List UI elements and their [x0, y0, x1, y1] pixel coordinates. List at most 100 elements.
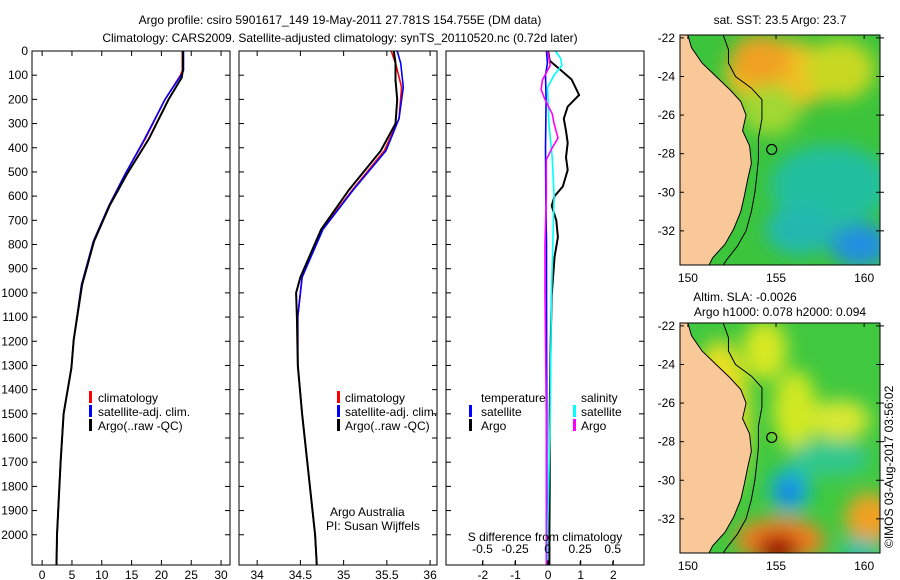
lat-tick-label: -32 [658, 224, 676, 238]
legend-swatch-argo [89, 419, 92, 431]
y-tick-label: 800 [8, 238, 28, 252]
x-tick-label: 20 [155, 568, 169, 580]
legend-swatch-s-satellite [573, 405, 576, 417]
profile-panels: 0100200300400500600700800900100011001200… [1, 44, 645, 580]
x-tick-label: 0 [545, 568, 552, 580]
y-tick-label: 1400 [1, 383, 28, 397]
legend-label-climatology: climatology [98, 391, 158, 405]
y-tick-label: 1200 [1, 334, 28, 348]
x-tick-label: 10 [95, 568, 109, 580]
x-tick-label: 2 [610, 568, 617, 580]
depth-contour [722, 323, 763, 553]
legend-label-s-argo: Argo [581, 419, 607, 433]
x-tick-label: 15 [125, 568, 139, 580]
lat-tick-label: -30 [658, 473, 676, 487]
y-tick-label: 1500 [1, 407, 28, 421]
sla-map-title-line2: Argo h1000: 0.078 h2000: 0.094 [694, 305, 866, 319]
lat-tick-label: -22 [658, 319, 676, 333]
series-line-s-satellite [546, 50, 563, 565]
lat-tick-label: -22 [658, 31, 676, 45]
legend-label-t-argo: Argo [481, 419, 507, 433]
legend-label-satellite: satellite-adj. clim. [98, 405, 190, 419]
temperature-legend: climatology satellite-adj. clim. Argo(..… [89, 391, 190, 433]
sst-map-title: sat. SST: 23.5 Argo: 23.7 [714, 13, 847, 27]
x-tick-label: 0 [39, 568, 46, 580]
argo-position-marker [766, 431, 778, 444]
legend-swatch-s-argo [573, 419, 576, 431]
legend-label-argo: Argo(..raw -QC) [98, 419, 183, 433]
x2-axis-label: S difference from climatology [468, 530, 623, 544]
plot-frame [445, 50, 645, 566]
sst-map-frame [679, 34, 881, 266]
lon-tick-label: 160 [854, 271, 874, 285]
legend-label-climatology: climatology [345, 391, 405, 405]
y-tick-label: 1300 [1, 358, 28, 372]
y-tick-label: 1100 [2, 310, 28, 324]
y-tick-label: 0 [21, 44, 28, 58]
x-tick-label: 30 [214, 568, 228, 580]
x2-tick-label: 0.5 [604, 542, 621, 556]
sla-map-frame [679, 322, 881, 554]
y-tick-label: 700 [8, 213, 28, 227]
lon-tick-label: 160 [854, 559, 874, 573]
profile-panel-3: -2-1012T difference from climatology-0.5… [445, 50, 645, 580]
lon-tick-label: 155 [766, 559, 786, 573]
lat-tick-label: -26 [658, 108, 676, 122]
y-tick-label: 600 [8, 189, 28, 203]
annotation-argo-australia: Argo Australia [330, 505, 405, 519]
y-tick-label: 1900 [1, 504, 28, 518]
y-tick-label: 400 [8, 141, 28, 155]
figure-title-line1: Argo profile: csiro 5901617_149 19-May-2… [139, 13, 542, 27]
x2-tick-label: -0.5 [472, 542, 493, 556]
lat-tick-label: -28 [658, 147, 676, 161]
difference-legend: temperature salinity satellite Argo sate… [469, 391, 622, 433]
series-line-s-argo [540, 50, 559, 565]
profile-panel-1: 0100200300400500600700800900100011001200… [1, 44, 231, 580]
x-tick-label: 1 [577, 568, 584, 580]
y-tick-label: 300 [8, 117, 28, 131]
y-tick-label: 500 [8, 165, 28, 179]
lat-tick-label: -26 [658, 396, 676, 410]
land-australia [680, 323, 752, 553]
legend-swatch-t-argo [469, 419, 472, 431]
lat-tick-label: -28 [658, 435, 676, 449]
legend-label-argo: Argo(..raw -QC) [345, 419, 430, 433]
legend-swatch-satellite [89, 405, 92, 417]
legend-label-s-satellite: satellite [581, 405, 622, 419]
imos-credit: ©IMOS 03-Aug-2017 03:56:02 [882, 385, 896, 548]
sla-map [680, 323, 880, 553]
x2-tick-label: 0.25 [568, 542, 592, 556]
sla-map-axes: -22 -24 -26 -28 -30 -32 150 155 160 [658, 319, 884, 573]
x-tick-label: 35 [337, 568, 351, 580]
lat-tick-label: -24 [658, 357, 676, 371]
x-tick-label: 34.5 [289, 568, 313, 580]
series-line-argo-raw-qc- [55, 51, 184, 566]
lat-tick-label: -32 [658, 512, 676, 526]
y-tick-label: 1800 [1, 479, 28, 493]
plot-frame [31, 50, 231, 566]
y-tick-label: 1700 [1, 455, 28, 469]
x-tick-label: 35.5 [375, 568, 399, 580]
legend-header-temperature: temperature [481, 391, 546, 405]
sst-map-axes: -22 -24 -26 -28 -30 -32 150 155 160 [658, 31, 884, 285]
legend-swatch-satellite [337, 405, 340, 417]
legend-swatch-t-satellite [469, 405, 472, 417]
lat-tick-label: -24 [658, 69, 676, 83]
legend-header-salinity: salinity [581, 391, 618, 405]
legend-label-satellite: satellite-adj. clim. [345, 405, 437, 419]
y-tick-label: 1600 [1, 431, 28, 445]
legend-swatch-climatology [89, 391, 92, 403]
x2-tick-label: -0.25 [501, 542, 529, 556]
x-tick-label: 36 [423, 568, 437, 580]
series-line-argo-raw-qc- [295, 50, 399, 566]
x-tick-label: -2 [478, 568, 489, 580]
legend-swatch-climatology [337, 391, 340, 403]
depth-contour [722, 35, 763, 265]
sla-map-title-line1: Altim. SLA: -0.0026 [693, 290, 797, 304]
plot-frame [238, 50, 438, 566]
x-tick-label: 34 [250, 568, 264, 580]
x-tick-label: 25 [185, 568, 199, 580]
lat-tick-label: -30 [658, 185, 676, 199]
